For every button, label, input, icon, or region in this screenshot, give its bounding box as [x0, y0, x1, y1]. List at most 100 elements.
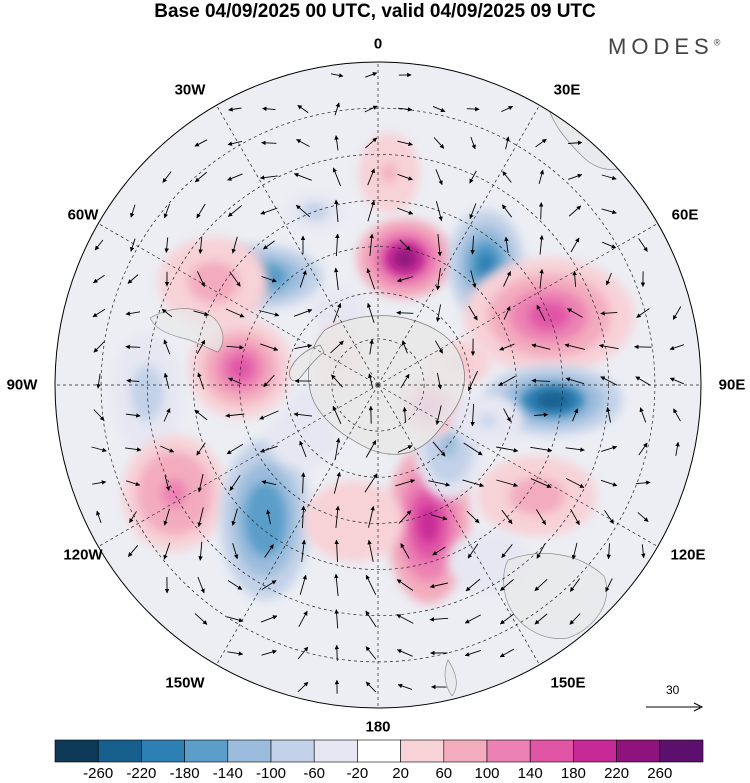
wind-vector — [297, 104, 309, 114]
wind-vector — [432, 105, 446, 113]
wind-vector — [125, 413, 141, 418]
wind-vector — [369, 233, 374, 256]
wind-vector — [470, 270, 477, 289]
wind-vector — [429, 617, 449, 622]
wind-vector — [365, 72, 378, 78]
wind-vector — [194, 139, 208, 147]
wind-vector — [334, 573, 339, 596]
wind-vector — [430, 514, 448, 521]
wind-vector — [568, 140, 583, 146]
wind-vector — [334, 199, 339, 223]
wind-vector — [469, 203, 477, 220]
anomaly-contour — [522, 486, 552, 506]
wind-vector — [395, 479, 416, 487]
anomaly-contour — [535, 391, 570, 409]
wind-vector — [570, 508, 580, 526]
wind-vector — [569, 578, 581, 592]
lon-label-30e: 30E — [553, 81, 581, 99]
wind-vector — [127, 545, 139, 557]
wind-vector — [502, 171, 512, 183]
anomaly-contour — [161, 479, 187, 508]
colorbar-tick-label: -20 — [346, 765, 369, 782]
wind-vector — [228, 377, 242, 385]
colorbar-tick-label: -220 — [126, 765, 157, 782]
wind-vector — [396, 310, 414, 316]
colorbar-segment — [400, 739, 445, 763]
wind-vector — [261, 580, 277, 590]
wind-vector — [193, 310, 209, 317]
wind-vector — [534, 613, 548, 625]
wind-vector — [163, 408, 171, 422]
wind-vector — [505, 136, 510, 150]
wind-vector — [539, 268, 544, 289]
wind-vector — [164, 237, 169, 253]
wind-vector — [432, 441, 446, 457]
wind-vector — [334, 102, 340, 116]
wind-vector — [93, 274, 105, 284]
wind-vector — [500, 579, 514, 591]
wind-vector — [93, 341, 105, 353]
wind-vector — [503, 305, 511, 320]
wind-vector — [332, 405, 342, 424]
wind-vector — [568, 205, 582, 217]
colorbar-segment — [573, 739, 617, 763]
reference-vector-value: 30 — [666, 683, 680, 697]
wind-vector — [162, 171, 172, 183]
wind-vector — [197, 271, 205, 288]
anomaly-contour — [478, 553, 498, 569]
wind-vector — [160, 445, 175, 453]
wind-vector — [569, 613, 581, 625]
wind-vector — [335, 233, 340, 257]
wind-vector — [435, 268, 441, 291]
wind-vector — [94, 239, 104, 251]
wind-vector — [503, 271, 511, 287]
wind-vector — [535, 138, 547, 148]
wind-vector — [428, 480, 451, 487]
wind-vector — [635, 480, 651, 485]
wind-vector — [367, 539, 374, 562]
wind-vector — [604, 510, 614, 524]
wind-vector — [600, 376, 618, 386]
wind-vector — [469, 170, 477, 184]
wind-vector — [197, 576, 205, 594]
wind-vector — [260, 615, 278, 623]
wind-vector — [402, 406, 408, 423]
graticule — [55, 62, 701, 708]
wind-vector — [470, 403, 475, 427]
wind-vector — [470, 235, 475, 255]
wind-vector — [396, 276, 413, 283]
wind-vector — [600, 311, 618, 316]
latitude-circle — [193, 200, 563, 570]
colorbar-segment — [616, 739, 661, 763]
wind-vector — [531, 343, 551, 350]
wind-vector — [396, 614, 414, 624]
wind-vector — [468, 305, 478, 321]
colorbar-tick-label: 220 — [604, 765, 630, 782]
colorbar-tick-label: 60 — [435, 765, 453, 782]
wind-vector — [227, 205, 242, 217]
colorbar-segment — [141, 739, 185, 763]
wind-vector — [197, 473, 204, 493]
wind-vector — [231, 236, 238, 254]
wind-vector — [398, 107, 413, 112]
map-title: Base 04/09/2025 00 UTC, valid 04/09/2025… — [154, 1, 596, 22]
wind-vector — [637, 512, 649, 522]
wind-vector — [538, 169, 544, 185]
wind-vector — [467, 370, 479, 392]
wind-vector — [538, 202, 544, 220]
wind-vector — [127, 274, 139, 284]
wind-vector — [463, 442, 483, 456]
brand-logo: MODES® — [608, 34, 720, 60]
wind-vector — [638, 238, 648, 252]
colorbar-tick-label: -260 — [83, 765, 114, 782]
colorbar-tick-label: -180 — [169, 765, 200, 782]
wind-vector — [367, 373, 374, 389]
wind-vector — [466, 106, 480, 112]
latitude-circle — [331, 338, 425, 432]
wind-vector — [600, 479, 618, 487]
wind-vector — [263, 374, 275, 388]
wind-vector — [432, 546, 446, 556]
wind-vector — [194, 409, 208, 421]
wind-vector — [96, 373, 101, 389]
